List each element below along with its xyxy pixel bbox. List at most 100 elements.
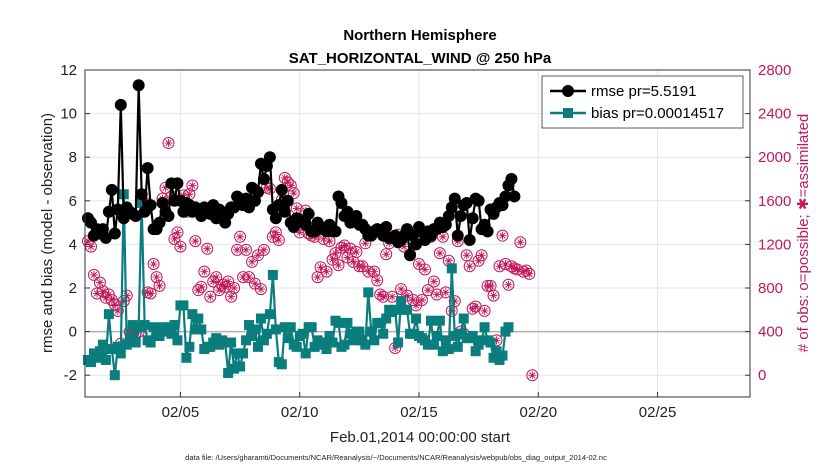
obs-point — [254, 283, 267, 296]
obs-asterisk — [513, 265, 522, 274]
y-right-tick-label: 1600 — [758, 193, 791, 210]
obs-asterisk — [247, 257, 256, 266]
obs-asterisk — [179, 191, 188, 200]
obs-asterisk — [119, 297, 128, 306]
bias-point — [229, 363, 240, 374]
obs-asterisk — [250, 279, 259, 288]
obs-point — [418, 263, 431, 276]
obs-asterisk — [417, 295, 426, 304]
obs-asterisk — [292, 204, 301, 213]
bias-point — [300, 348, 311, 359]
obs-asterisk — [429, 277, 438, 286]
rmse-point — [275, 183, 288, 196]
obs-circle — [108, 298, 121, 311]
obs-circle — [287, 187, 300, 200]
bias-point — [249, 324, 260, 335]
obs-asterisk — [516, 238, 525, 247]
obs-asterisk — [340, 241, 349, 250]
obs-circle — [201, 242, 214, 255]
obs-asterisk — [471, 302, 480, 311]
obs-circle — [478, 304, 491, 317]
bias-point — [103, 309, 114, 320]
obs-circle — [415, 293, 428, 306]
bias-point — [261, 328, 272, 339]
obs-circle — [162, 137, 175, 150]
obs-asterisk — [441, 288, 450, 297]
obs-asterisk — [420, 265, 429, 274]
obs-asterisk — [289, 189, 298, 198]
obs-asterisk — [474, 256, 483, 265]
bias-point — [258, 335, 269, 346]
obs-asterisk — [504, 280, 513, 289]
y-right-tick-label: 2400 — [758, 106, 791, 123]
obs-circle — [192, 284, 205, 297]
bias-point — [235, 361, 246, 372]
obs-asterisk — [125, 327, 134, 336]
bias-point — [238, 348, 249, 359]
obs-circle — [210, 271, 223, 284]
rmse-point — [263, 151, 276, 164]
obs-asterisk — [438, 232, 447, 241]
obs-asterisk — [370, 267, 379, 276]
bias-point — [115, 348, 126, 359]
obs-asterisk — [489, 291, 498, 300]
bias-point — [402, 304, 413, 315]
obs-asterisk — [89, 270, 98, 279]
obs-point — [523, 267, 536, 280]
bias-point — [172, 335, 183, 346]
obs-circle — [350, 246, 363, 259]
y-tick-label: 6 — [69, 193, 77, 210]
obs-point — [198, 265, 211, 278]
obs-circle — [147, 258, 160, 271]
obs-circle — [198, 265, 211, 278]
obs-point — [344, 242, 357, 255]
rmse-point — [171, 177, 184, 190]
x-tick-label: 02/25 — [639, 404, 677, 421]
obs-circle — [96, 285, 109, 298]
obs-circle — [511, 263, 524, 276]
obs-asterisk — [510, 264, 519, 273]
obs-point — [341, 251, 354, 264]
bias-point — [97, 339, 108, 350]
obs-asterisk — [227, 292, 236, 301]
obs-circle — [240, 243, 253, 256]
bias-point — [282, 333, 293, 344]
bias-point — [488, 352, 499, 363]
obs-asterisk — [316, 263, 325, 272]
obs-circle — [186, 179, 199, 192]
bias-point — [184, 341, 195, 352]
obs-point — [171, 226, 184, 239]
obs-asterisk — [373, 276, 382, 285]
obs-point — [371, 274, 384, 287]
obs-circle — [87, 268, 100, 281]
rmse-point — [404, 249, 417, 262]
obs-asterisk — [253, 251, 262, 260]
bias-point — [121, 339, 132, 350]
bias-point — [425, 315, 436, 326]
obs-asterisk — [391, 343, 400, 352]
obs-asterisk — [152, 273, 161, 282]
rmse-point — [257, 173, 270, 185]
obs-circle — [263, 182, 276, 195]
rmse-point — [466, 212, 479, 225]
bias-point — [446, 263, 457, 274]
obs-asterisk — [146, 289, 155, 298]
obs-asterisk — [423, 286, 432, 295]
obs-asterisk — [447, 306, 456, 315]
obs-point — [272, 234, 285, 247]
rmse-point — [108, 227, 121, 240]
obs-circle — [245, 255, 258, 268]
obs-point — [87, 268, 100, 281]
obs-asterisk — [337, 243, 346, 252]
obs-point — [401, 289, 414, 302]
obs-asterisk — [397, 285, 406, 294]
rmse-point — [448, 192, 461, 205]
bias-point — [139, 320, 150, 331]
obs-circle — [189, 235, 202, 248]
obs-asterisk — [188, 181, 197, 190]
bias-point — [306, 322, 317, 333]
bias-point — [211, 333, 222, 344]
rmse-point — [135, 188, 148, 201]
bias-point — [241, 335, 252, 346]
obs-asterisk — [242, 245, 251, 254]
